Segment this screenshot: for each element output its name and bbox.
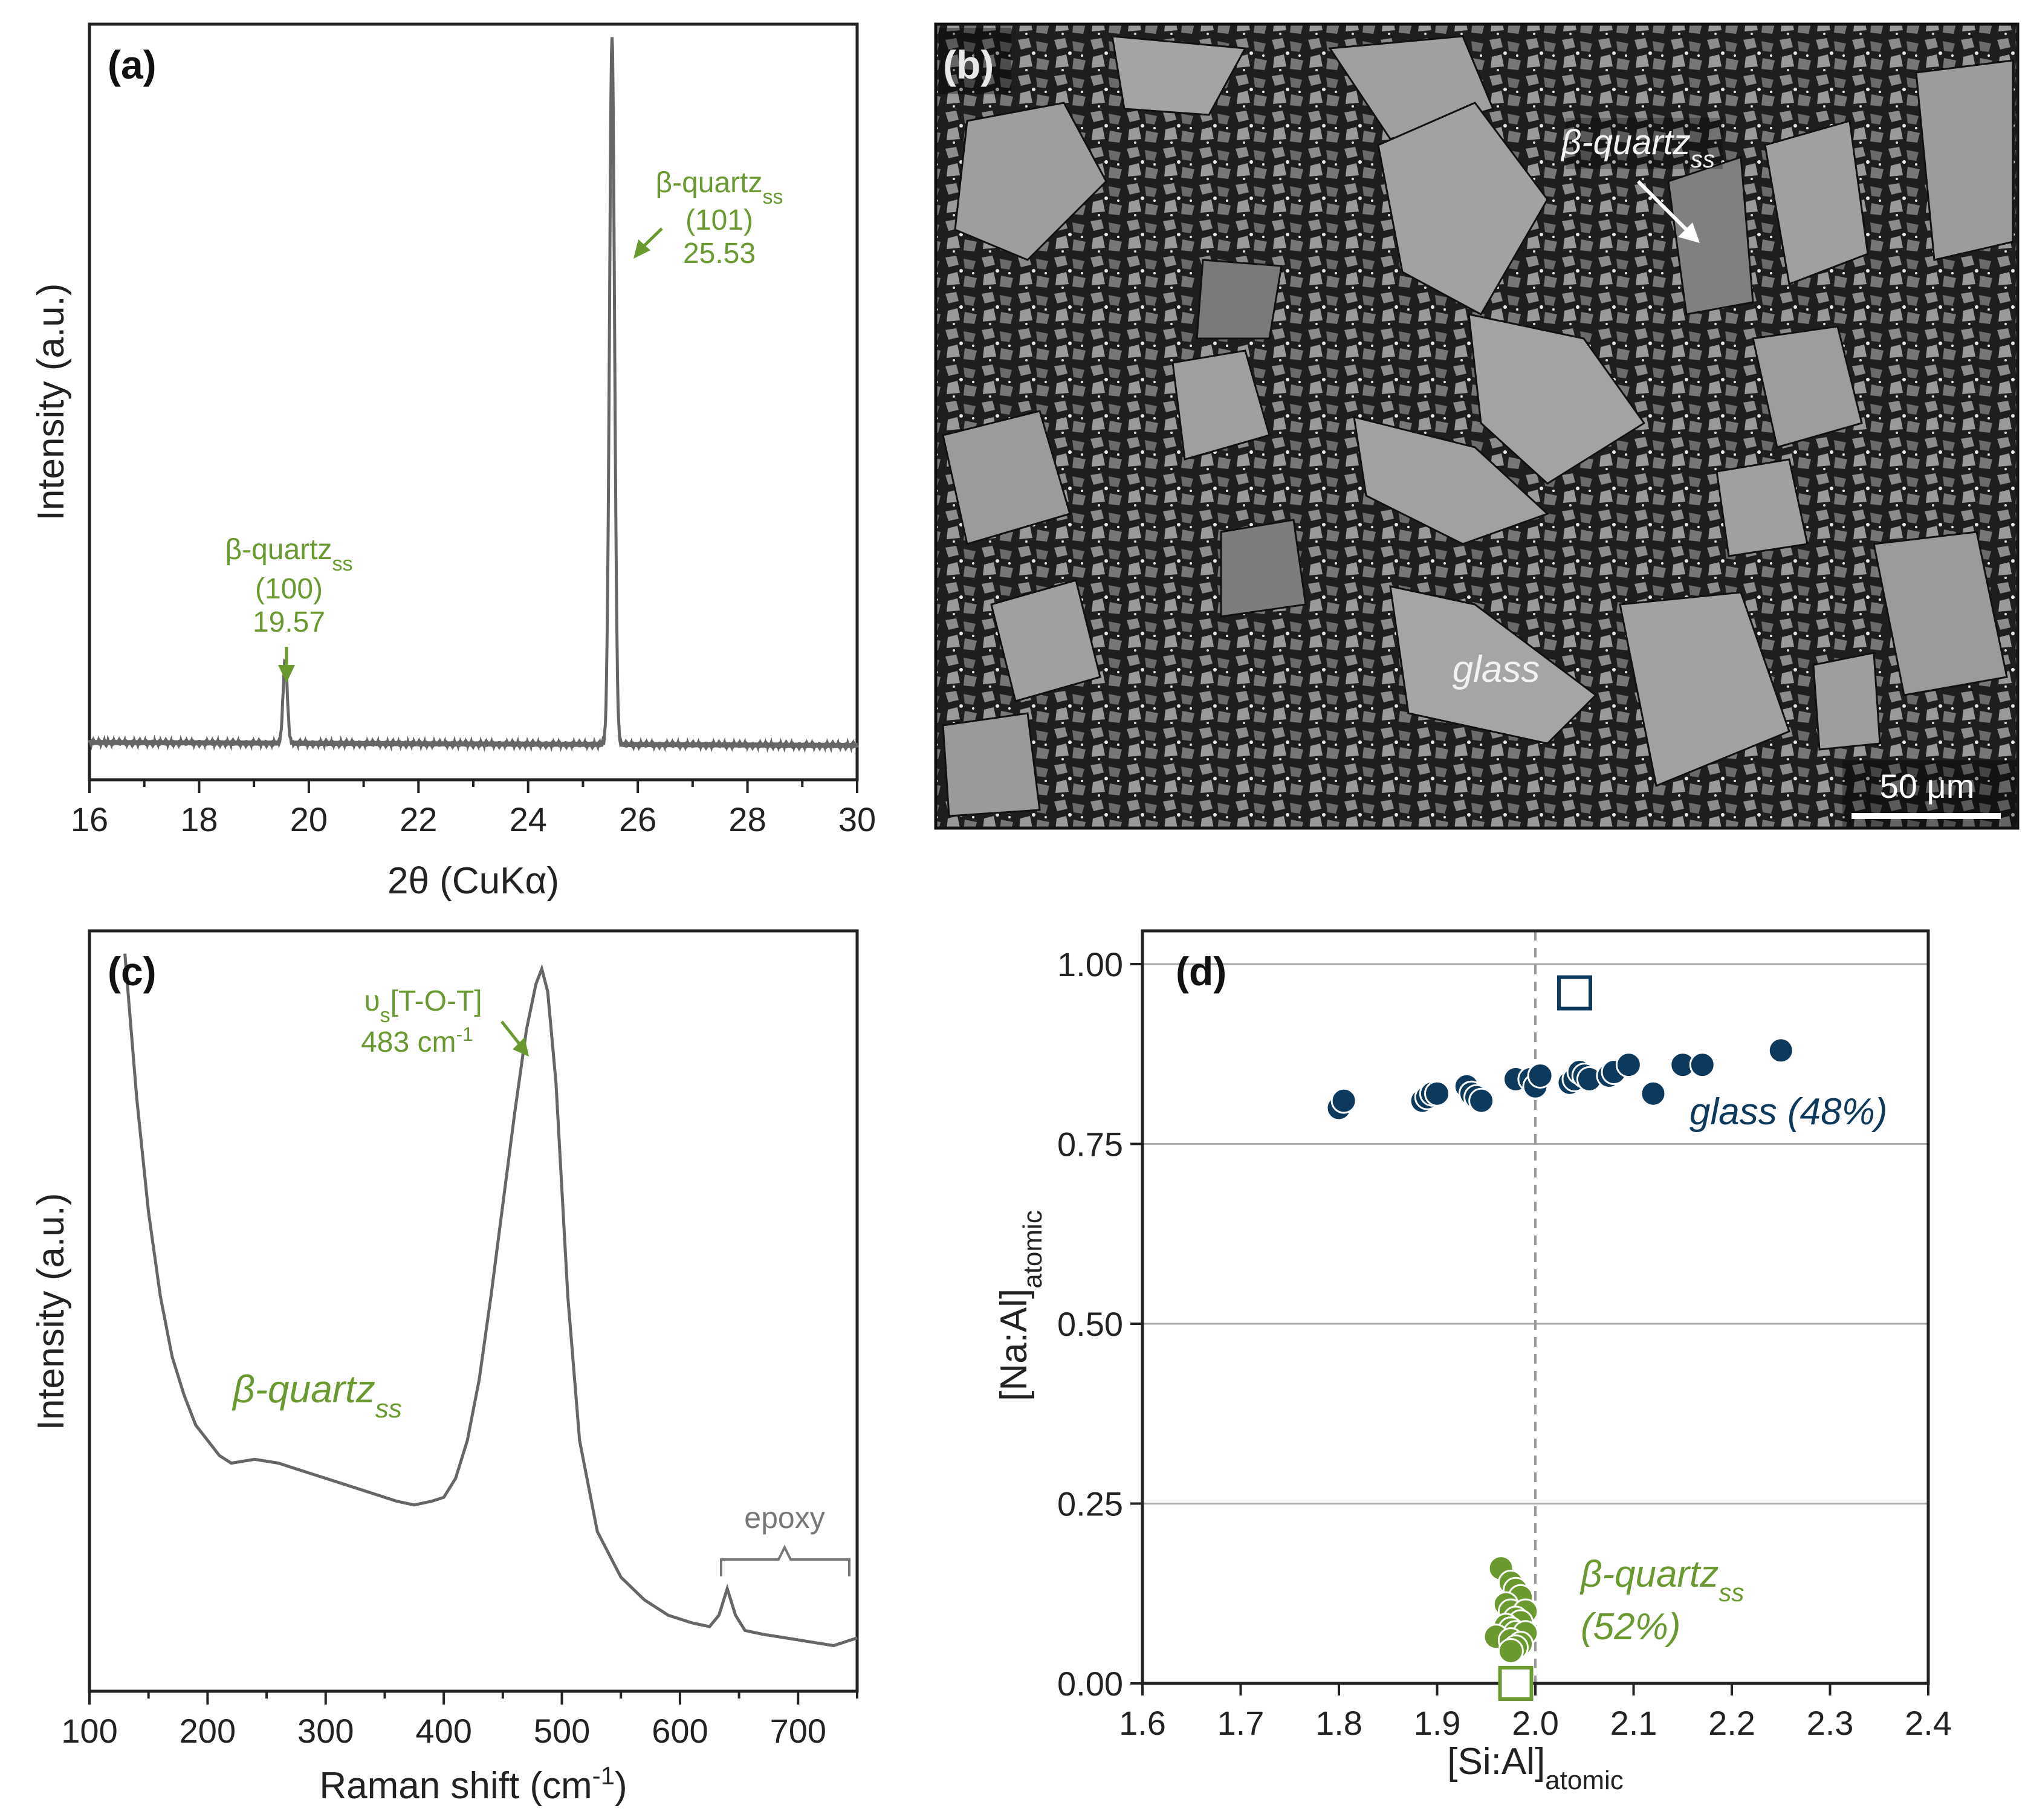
panel-a-peak-100-annotation: β-quartzss (100) 19.57: [225, 534, 353, 683]
panel-d-y-tick-label: 0.50: [1057, 1305, 1123, 1343]
panel-d-y-tick-label: 1.00: [1057, 945, 1123, 983]
sem-glass-label: glass: [1453, 649, 1540, 690]
peak-100-hkl: (100): [255, 573, 323, 605]
peak-100-phase: β-quartzss: [225, 534, 353, 575]
panel-a-xrd-trace: [88, 37, 859, 754]
panel-d-x-axis-label: [Si:Al]atomic: [1447, 1741, 1624, 1795]
panel-d-x-tick-label: 1.8: [1315, 1704, 1362, 1742]
panel-a-x-axis-label: 2θ (CuKα): [387, 860, 559, 902]
glass-point: [1527, 1062, 1553, 1089]
panel-d-scatter: 1.6 1.7 1.8 1.9 2.0 2.1 2.2 2.3 2.4 0.00 0.25 0.50 0…: [993, 929, 1952, 1795]
peak-101-phase: β-quartzss: [656, 167, 783, 209]
raman-peak-mode: υs[T-O-T]: [364, 985, 482, 1027]
panel-c-x-ticks: 100 200 300 400 500 600 700: [61, 1691, 858, 1750]
glass-point: [1468, 1087, 1495, 1114]
quartz-point: [1497, 1637, 1524, 1664]
panel-b-label-box: [939, 28, 1011, 94]
panel-d-x-tick-label: 2.2: [1708, 1704, 1755, 1742]
glass-series-label: glass (48%): [1689, 1091, 1887, 1133]
panel-c-x-tick-label: 400: [415, 1712, 471, 1750]
panel-a-x-tick-label: 18: [180, 800, 218, 838]
panel-d-x-tick-label: 2.0: [1512, 1704, 1559, 1742]
glass-point: [1424, 1080, 1450, 1107]
sem-arrow-icon: [1636, 180, 1700, 243]
panel-c-label: (c): [108, 949, 157, 994]
panel-b-label: (b): [943, 42, 994, 87]
panel-d-points: [1326, 975, 1794, 1701]
panel-b-frame: [934, 22, 2020, 830]
panel-d-label: (d): [1176, 949, 1226, 994]
panel-a-y-axis-label: Intensity (a.u.): [30, 283, 72, 521]
panel-d-x-tick-label: 2.3: [1807, 1704, 1854, 1742]
panel-a-xrd: 16 18 20 22 24 26 28 30 (a) 2θ (CuKα) Intensity…: [30, 22, 876, 902]
panel-c-x-tick-label: 600: [652, 1712, 708, 1750]
glass-point: [1615, 1052, 1642, 1078]
panel-b-sem-image: (b) β-quartzss glass 50 μm: [934, 22, 2020, 830]
epoxy-label: epoxy: [744, 1501, 824, 1535]
panel-c-x-tick-label: 200: [180, 1712, 236, 1750]
peak-101-position: 25.53: [683, 238, 756, 270]
panel-d-x-tick-label: 1.6: [1119, 1704, 1166, 1742]
peak-101-arrow-icon: [633, 227, 663, 259]
glass-point: [1689, 1052, 1715, 1078]
raman-peak-position: 483 cm-1: [361, 1023, 473, 1058]
panel-c-x-axis-label: Raman shift (cm-1): [319, 1761, 627, 1807]
peak-100-arrow-icon: [278, 647, 295, 683]
panel-d-x-tick-label: 1.9: [1414, 1704, 1461, 1742]
glass-point: [1330, 1087, 1357, 1114]
panel-a-label: (a): [108, 42, 157, 87]
panel-a-x-ticks: 16 18 20 22 24 26 28 30: [71, 780, 876, 838]
panel-a-x-tick-label: 20: [290, 800, 328, 838]
peak-101-hkl: (101): [685, 204, 753, 236]
panel-a-x-tick-label: 16: [71, 800, 108, 838]
glass-point: [1640, 1080, 1667, 1107]
panel-c-x-tick-label: 100: [61, 1712, 117, 1750]
peak-100-position: 19.57: [253, 606, 325, 638]
panel-d-x-tick-label: 2.4: [1905, 1704, 1952, 1742]
panel-a-x-tick-label: 24: [510, 800, 547, 838]
raman-phase-label: β-quartzss: [232, 1367, 402, 1423]
panel-a-x-tick-label: 26: [619, 800, 656, 838]
panel-a-x-tick-label: 28: [728, 800, 766, 838]
panel-c-frame: [88, 929, 859, 1693]
panel-d-x-tick-label: 1.7: [1217, 1704, 1265, 1742]
panel-d-y-axis-label: [Na:Al]atomic: [993, 1210, 1048, 1401]
raman-peak-annotation: υs[T-O-T] 483 cm-1: [361, 985, 529, 1058]
panel-d-y-tick-label: 0.00: [1057, 1665, 1123, 1703]
panel-d-y-tick-label: 0.25: [1057, 1485, 1123, 1523]
panel-c-x-tick-label: 700: [770, 1712, 826, 1750]
panel-c-x-tick-label: 500: [534, 1712, 590, 1750]
raman-peak-arrow-icon: [501, 1020, 529, 1057]
panel-a-x-tick-label: 22: [400, 800, 437, 838]
quartz-bulk-marker: [1498, 1666, 1534, 1701]
panel-c-raman: 100 200 300 400 500 600 700 (c) Raman shift (c…: [30, 929, 859, 1807]
panel-a-frame: [88, 22, 859, 782]
panel-c-raman-trace: [123, 953, 858, 1648]
epoxy-bracket: [720, 1544, 850, 1576]
quartz-series-label: β-quartzss: [1579, 1553, 1744, 1607]
glass-bulk-marker: [1557, 975, 1592, 1011]
sem-phase-label: β-quartzss: [1560, 123, 1715, 173]
sem-particles: [942, 35, 2014, 817]
panel-c-x-tick-label: 300: [297, 1712, 354, 1750]
panel-c-y-axis-label: Intensity (a.u.): [30, 1193, 72, 1431]
scale-bar-label: 50 μm: [1880, 767, 1975, 805]
panel-d-ticks: 1.6 1.7 1.8 1.9 2.0 2.1 2.2 2.3 2.4 0.00 0.25 0.50 0…: [1057, 945, 1952, 1742]
quartz-series-fraction: (52%): [1581, 1606, 1680, 1648]
panel-d-x-tick-label: 2.1: [1610, 1704, 1657, 1742]
panel-a-x-tick-label: 30: [838, 800, 876, 838]
panel-a-peak-101-annotation: β-quartzss (101) 25.53: [633, 167, 783, 270]
panel-d-y-tick-label: 0.75: [1057, 1125, 1123, 1164]
glass-point: [1767, 1037, 1794, 1064]
phase-label-box: [1566, 118, 1723, 169]
